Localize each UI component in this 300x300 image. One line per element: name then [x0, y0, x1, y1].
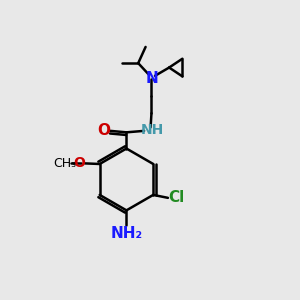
Text: Cl: Cl: [169, 190, 185, 205]
Text: CH₃: CH₃: [53, 157, 76, 169]
Text: N: N: [146, 71, 158, 86]
Text: NH: NH: [141, 123, 164, 137]
Text: NH₂: NH₂: [110, 226, 142, 241]
Text: O: O: [73, 156, 85, 170]
Text: O: O: [97, 123, 110, 138]
